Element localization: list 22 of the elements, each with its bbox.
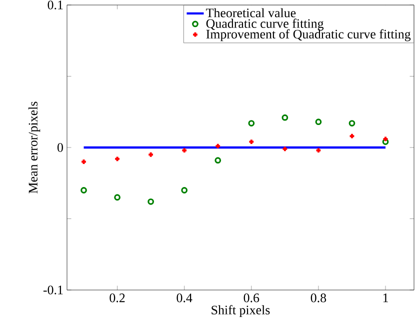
y-axis-title: Mean error/pixels: [28, 102, 40, 194]
point: [282, 114, 288, 121]
legend-label: Theoretical value: [206, 8, 296, 18]
point: [248, 120, 255, 126]
point: [315, 118, 322, 126]
x-tick-label: 0.8: [310, 294, 326, 302]
point: [80, 187, 87, 194]
x-tick-label: 1: [383, 294, 388, 302]
x-axis-title: Shift pixels: [212, 305, 270, 318]
point: [114, 194, 120, 201]
point: [148, 198, 154, 205]
x-tick-label: 0.6: [244, 294, 260, 302]
y-tick-label: 0.1: [48, 0, 63, 10]
point: [382, 138, 389, 145]
point: [181, 187, 188, 194]
point: [348, 120, 356, 126]
x-tick-label: 0.4: [176, 294, 192, 302]
y-tick-label: -0.1: [43, 286, 63, 294]
legend-label: Improvement of Quadratic curve fitting: [206, 29, 411, 42]
x-tick-label: 0.2: [110, 294, 125, 302]
y-tick-label: 0: [58, 143, 63, 152]
point: [214, 157, 222, 164]
